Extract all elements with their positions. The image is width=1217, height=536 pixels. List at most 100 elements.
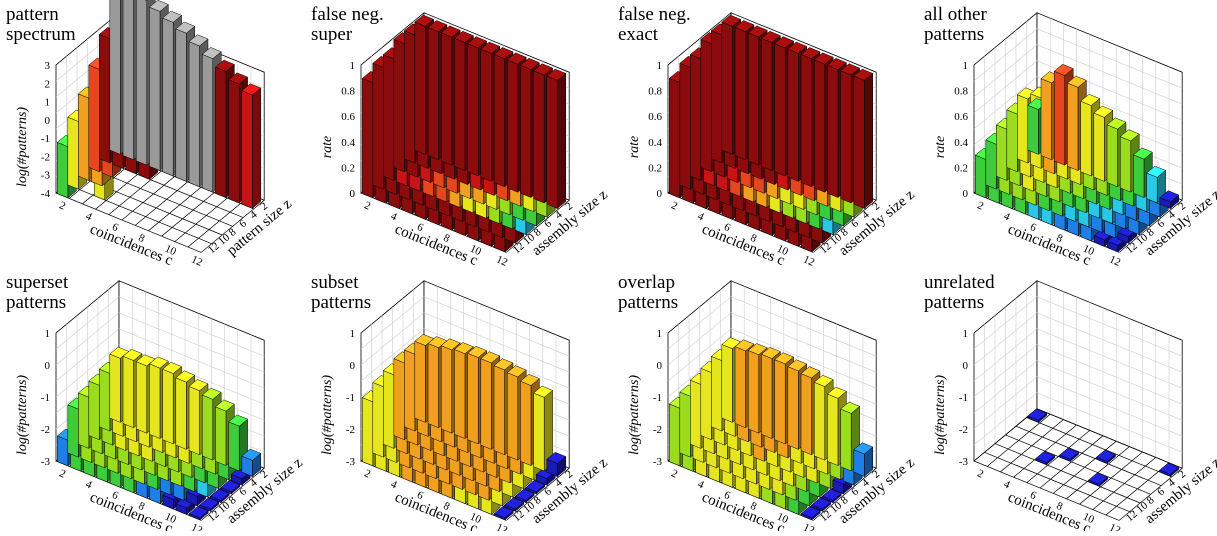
bar-top (122, 348, 143, 361)
panel-title: patterns (6, 292, 66, 313)
bar-top (787, 359, 808, 372)
bar-front (162, 368, 174, 445)
x-tick-label: 2 (975, 467, 985, 480)
y-tick-label: 0 (657, 188, 663, 200)
y-tick-label: -1 (41, 392, 50, 404)
bar-front (853, 449, 865, 477)
bar-front (109, 353, 121, 423)
bar-top (853, 68, 874, 81)
floor-gridline (812, 467, 877, 521)
x-tick-label: 6 (415, 489, 425, 502)
bar-front (440, 345, 453, 434)
bar-front (88, 380, 100, 441)
bar-front (57, 435, 69, 467)
floor-gridline (66, 183, 212, 245)
bar-top (1080, 93, 1101, 106)
x-tick-label: 6 (110, 221, 120, 234)
bar-top (514, 488, 535, 501)
x-tick-label: 8 (442, 500, 452, 513)
z-tick-label: 2 (258, 200, 270, 213)
x-tick-label: 10 (468, 511, 483, 527)
bar-front (853, 75, 865, 209)
bar-top (1159, 462, 1180, 475)
floor-gridline (986, 413, 1051, 467)
bar-top (162, 10, 183, 23)
floor-gridline (1015, 425, 1162, 486)
bar-top (1053, 63, 1074, 76)
bar-front (761, 353, 773, 439)
bar-top (506, 52, 527, 65)
y-tick-label: 0.2 (648, 162, 662, 174)
bar-front (88, 64, 100, 173)
bar-top (1093, 105, 1114, 118)
bar-front (1067, 82, 1079, 171)
y-tick-label: 2 (45, 78, 51, 90)
bar-top (201, 47, 222, 59)
y-tick-label: 0 (350, 188, 356, 200)
y-tick-label: -1 (653, 392, 662, 404)
x-axis-label: coincidences c (88, 221, 176, 269)
y-tick-label: 3 (45, 60, 51, 72)
x-tick-label: 10 (1081, 511, 1096, 527)
bar-front (1040, 78, 1052, 161)
bar-front (690, 379, 702, 449)
bar-side (252, 87, 262, 209)
bar (821, 488, 842, 503)
y-axis-label: rate (320, 136, 335, 159)
bar-top (493, 47, 514, 60)
x-tick-label: 4 (1002, 210, 1012, 223)
y-tick-label: 0 (963, 188, 969, 200)
bar-top (787, 41, 808, 54)
bar-top (747, 25, 768, 38)
bar-front (1006, 109, 1018, 173)
x-tick-label: 6 (415, 221, 425, 234)
bar-front (175, 377, 187, 450)
bar-top (1059, 447, 1080, 460)
bar (853, 442, 874, 477)
floor-gridline (174, 189, 239, 242)
bar-front (669, 77, 681, 199)
bar-top (800, 47, 821, 60)
bar-front (404, 349, 416, 432)
bar-top (228, 72, 249, 85)
y-axis-label: log(#patterns) (933, 375, 948, 455)
panel-title: patterns (924, 292, 984, 313)
bar-top (800, 506, 821, 519)
bar-top (734, 20, 755, 33)
floor-gridline (505, 199, 570, 253)
bar-top (214, 399, 235, 412)
bar-top (453, 30, 474, 43)
bar-top (811, 497, 832, 510)
bar-top (774, 352, 795, 365)
bar-front (975, 154, 987, 199)
bar-top (188, 34, 209, 47)
bar (1059, 447, 1080, 462)
y-tick-label: 1 (963, 60, 969, 72)
chart-panel-2: 00.20.40.60.812468101224681012coincidenc… (311, 4, 611, 269)
bar-front (1053, 70, 1066, 166)
bar-front (99, 368, 111, 432)
y-tick-label: 0.4 (954, 137, 968, 149)
bar-front (122, 0, 134, 161)
bar-front (747, 32, 760, 166)
x-tick-label: 2 (669, 199, 679, 212)
bar-top (175, 21, 196, 34)
bar-front (520, 64, 532, 198)
bar-front (228, 421, 240, 472)
x-tick-label: 8 (1055, 232, 1065, 245)
x-tick-label: 10 (468, 243, 483, 259)
panel-title: false neg. (311, 4, 384, 25)
bar-front (761, 37, 773, 171)
bar-front (800, 373, 812, 456)
x-tick-label: 6 (1028, 489, 1038, 502)
bar-front (506, 372, 519, 461)
floor-gridline (1052, 440, 1117, 494)
bar (1088, 472, 1109, 487)
bar-front (383, 370, 395, 449)
bar-front (78, 93, 90, 181)
y-tick-label: 0.6 (341, 111, 355, 123)
